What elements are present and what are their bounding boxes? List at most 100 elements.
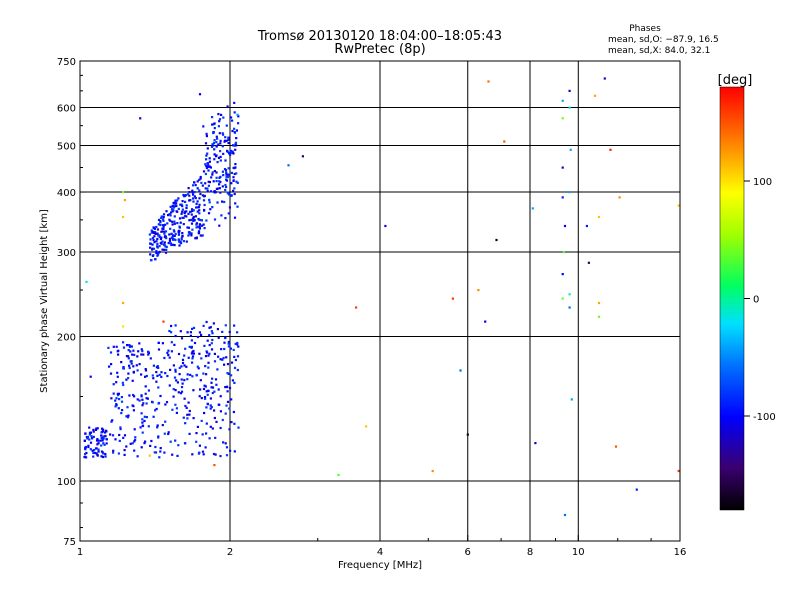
data-point-e-region bbox=[123, 434, 127, 437]
data-point-e-region bbox=[188, 413, 191, 416]
data-point-e-region bbox=[152, 415, 155, 418]
data-point-e-region bbox=[155, 407, 158, 411]
data-point-e-region bbox=[136, 355, 139, 358]
data-point-f-region bbox=[172, 243, 175, 246]
data-point-f-region bbox=[217, 156, 221, 159]
data-point-f-region bbox=[211, 116, 214, 119]
data-point-f-region bbox=[173, 244, 176, 247]
data-point-e-region bbox=[126, 406, 129, 409]
data-point-f-region bbox=[222, 152, 225, 155]
data-point-f-region bbox=[206, 189, 209, 193]
data-point-f-region bbox=[196, 206, 199, 209]
data-point bbox=[139, 117, 142, 120]
data-point-f-region bbox=[221, 185, 224, 188]
data-point-e-region bbox=[228, 428, 231, 431]
data-point-e-region bbox=[160, 371, 163, 374]
data-point-e-region bbox=[134, 436, 137, 439]
data-point bbox=[603, 77, 606, 80]
data-point-f-region bbox=[149, 253, 152, 256]
data-point-e-region bbox=[134, 438, 137, 442]
data-point bbox=[89, 375, 92, 378]
data-point-e-region bbox=[136, 398, 139, 401]
data-point-e-region bbox=[141, 418, 144, 421]
data-point bbox=[593, 94, 597, 97]
data-point-f-region bbox=[165, 237, 168, 240]
data-point-e-region bbox=[131, 379, 134, 382]
data-point-f-region bbox=[225, 124, 228, 127]
y-tick-label: 75 bbox=[63, 537, 76, 548]
data-point-e-region bbox=[151, 401, 154, 404]
data-point-e-region bbox=[133, 428, 136, 431]
data-point-f-region bbox=[203, 227, 206, 230]
data-point-e-region bbox=[200, 357, 203, 360]
data-point bbox=[301, 155, 304, 158]
data-point-f-region bbox=[192, 200, 195, 203]
data-point-f-region bbox=[169, 219, 172, 222]
data-point-e-region bbox=[210, 386, 213, 389]
data-point-e-region bbox=[224, 412, 227, 415]
data-point-f-region bbox=[182, 240, 185, 243]
data-point-f-region bbox=[233, 192, 236, 196]
data-point-e-region bbox=[161, 424, 164, 427]
data-point-f-region bbox=[237, 122, 240, 125]
data-point-f-region bbox=[236, 205, 239, 208]
data-point-e-region bbox=[186, 378, 189, 381]
data-point-e-region bbox=[89, 441, 93, 444]
data-point bbox=[635, 488, 638, 491]
x-tick-label: 4 bbox=[377, 547, 383, 558]
data-point-e-region bbox=[196, 425, 199, 428]
data-point-f-region bbox=[170, 232, 173, 235]
data-point-e-region bbox=[87, 444, 90, 447]
data-point-f-region bbox=[221, 145, 224, 148]
data-point-e-region bbox=[190, 352, 193, 355]
data-point-e-region bbox=[214, 453, 217, 456]
data-point-e-region bbox=[233, 450, 236, 453]
data-point-e-region bbox=[100, 431, 103, 434]
data-point-f-region bbox=[164, 230, 168, 233]
data-point-e-region bbox=[153, 451, 156, 454]
data-point-e-region bbox=[212, 322, 215, 325]
data-point bbox=[122, 215, 125, 219]
data-point-e-region bbox=[132, 393, 135, 397]
data-point-f-region bbox=[208, 201, 211, 204]
data-point-f-region bbox=[158, 245, 161, 248]
data-point-e-region bbox=[105, 438, 108, 441]
data-point-e-region bbox=[147, 350, 150, 353]
data-point-e-region bbox=[143, 415, 146, 418]
data-point-f-region bbox=[218, 120, 221, 123]
data-point-f-region bbox=[173, 238, 176, 241]
data-point-e-region bbox=[122, 367, 125, 370]
data-point-e-region bbox=[132, 349, 135, 352]
data-point bbox=[561, 117, 564, 120]
data-point-f-region bbox=[192, 184, 195, 187]
data-point-e-region bbox=[189, 373, 192, 376]
data-point bbox=[337, 473, 340, 477]
data-point-e-region bbox=[233, 355, 236, 358]
data-point-f-region bbox=[152, 226, 155, 229]
data-point-f-region bbox=[234, 166, 237, 169]
data-point-f-region bbox=[164, 223, 167, 226]
data-point-e-region bbox=[122, 366, 125, 369]
data-point-e-region bbox=[117, 349, 120, 352]
data-point-e-region bbox=[133, 353, 136, 356]
data-point-e-region bbox=[109, 372, 113, 375]
data-point-f-region bbox=[206, 162, 209, 165]
data-point-e-region bbox=[147, 389, 150, 392]
data-point-e-region bbox=[192, 326, 196, 329]
data-point-e-region bbox=[200, 397, 203, 400]
data-point-e-region bbox=[117, 452, 120, 455]
data-point-f-region bbox=[225, 171, 228, 174]
data-point-e-region bbox=[108, 365, 111, 368]
data-point-e-region bbox=[229, 347, 232, 350]
data-point-e-region bbox=[133, 449, 136, 452]
data-point-e-region bbox=[140, 446, 143, 449]
data-point-e-region bbox=[141, 404, 144, 407]
data-point-f-region bbox=[213, 153, 216, 156]
data-point bbox=[568, 89, 571, 92]
data-point-e-region bbox=[233, 381, 236, 384]
data-point-f-region bbox=[227, 174, 230, 177]
data-point bbox=[503, 140, 506, 143]
data-point-e-region bbox=[125, 355, 128, 358]
data-point-f-region bbox=[211, 171, 214, 174]
data-point-e-region bbox=[145, 402, 148, 405]
